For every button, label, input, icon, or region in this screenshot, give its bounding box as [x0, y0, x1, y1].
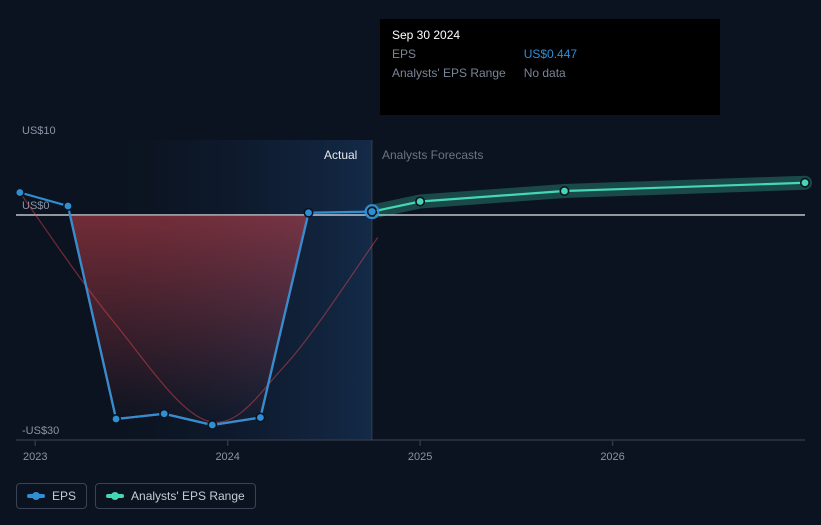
- svg-text:2025: 2025: [408, 451, 432, 463]
- svg-text:-US$30: -US$30: [22, 425, 59, 437]
- legend-item[interactable]: EPS: [16, 483, 87, 509]
- tooltip-date: Sep 30 2024: [392, 27, 708, 44]
- eps-chart: US$10US$0-US$302023202420252026 Sep 30 2…: [0, 0, 821, 520]
- legend-item-label: EPS: [52, 489, 76, 503]
- chart-legend: EPS Analysts' EPS Range: [16, 483, 256, 509]
- svg-text:2024: 2024: [215, 451, 239, 463]
- legend-item-label: Analysts' EPS Range: [131, 489, 245, 503]
- legend-swatch-icon: [106, 494, 124, 498]
- forecast-section-label: Analysts Forecasts: [382, 148, 483, 162]
- legend-dot-icon: [111, 492, 119, 500]
- tooltip-row: Analysts' EPS RangeNo data: [392, 65, 577, 83]
- svg-text:US$10: US$10: [22, 125, 56, 137]
- tooltip-row-label: EPS: [392, 46, 524, 64]
- legend-swatch-icon: [27, 494, 45, 498]
- chart-tooltip: Sep 30 2024 EPSUS$0.447Analysts' EPS Ran…: [380, 19, 720, 115]
- tooltip-row-value: No data: [524, 65, 577, 83]
- tooltip-row-label: Analysts' EPS Range: [392, 65, 524, 83]
- legend-item[interactable]: Analysts' EPS Range: [95, 483, 256, 509]
- tooltip-row-value: US$0.447: [524, 46, 577, 64]
- legend-dot-icon: [32, 492, 40, 500]
- tooltip-row: EPSUS$0.447: [392, 46, 577, 64]
- svg-text:2026: 2026: [600, 451, 624, 463]
- svg-text:2023: 2023: [23, 451, 47, 463]
- tooltip-table: EPSUS$0.447Analysts' EPS RangeNo data: [392, 46, 577, 83]
- actual-section-label: Actual: [324, 148, 357, 162]
